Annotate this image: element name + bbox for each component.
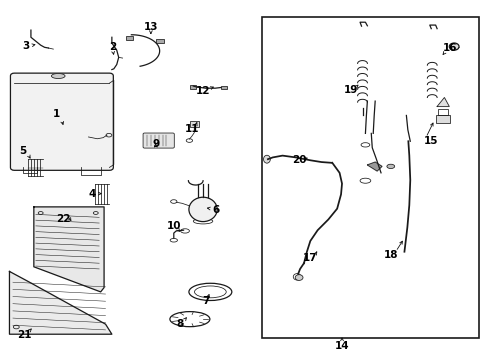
Bar <box>221 86 226 89</box>
Polygon shape <box>9 271 112 334</box>
Text: 14: 14 <box>334 341 348 351</box>
Text: 3: 3 <box>22 41 30 51</box>
Bar <box>261 17 478 338</box>
Text: 10: 10 <box>166 221 181 231</box>
Text: 21: 21 <box>17 330 31 340</box>
Text: 15: 15 <box>423 136 437 145</box>
Text: 7: 7 <box>202 296 209 306</box>
Text: 11: 11 <box>184 124 199 134</box>
FancyBboxPatch shape <box>143 133 174 148</box>
Text: 20: 20 <box>291 154 306 165</box>
Text: 2: 2 <box>109 42 116 51</box>
Text: 22: 22 <box>56 214 70 224</box>
Ellipse shape <box>263 155 270 163</box>
Polygon shape <box>436 98 448 107</box>
Bar <box>437 109 447 115</box>
Polygon shape <box>34 207 104 292</box>
Ellipse shape <box>448 43 458 50</box>
Polygon shape <box>366 162 381 171</box>
Text: 1: 1 <box>53 109 61 119</box>
Text: 9: 9 <box>152 139 159 149</box>
Bar <box>189 85 195 89</box>
Text: 18: 18 <box>383 250 397 260</box>
Bar <box>189 121 198 127</box>
FancyBboxPatch shape <box>10 73 113 170</box>
Text: 13: 13 <box>143 22 158 32</box>
Text: 4: 4 <box>88 189 96 199</box>
Text: 6: 6 <box>212 206 220 216</box>
Ellipse shape <box>295 275 303 280</box>
Ellipse shape <box>188 197 217 222</box>
Text: 19: 19 <box>343 85 357 95</box>
Bar <box>435 115 449 123</box>
Text: 17: 17 <box>303 253 317 263</box>
Bar <box>156 39 163 43</box>
Text: 16: 16 <box>442 43 457 53</box>
Ellipse shape <box>386 164 394 168</box>
Text: 12: 12 <box>195 86 210 96</box>
Text: 8: 8 <box>176 319 183 329</box>
Ellipse shape <box>51 73 65 78</box>
Bar <box>125 36 133 40</box>
Text: 5: 5 <box>20 146 27 156</box>
